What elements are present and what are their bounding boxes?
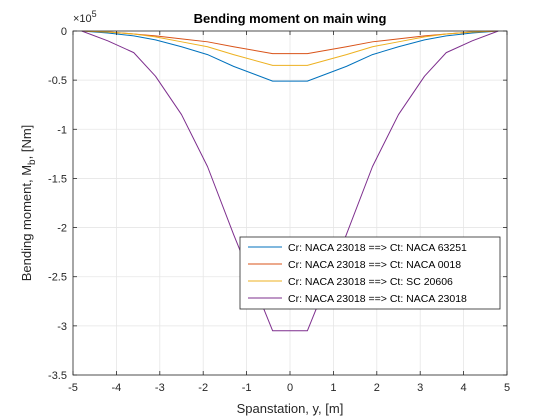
y-tick-label: -3 xyxy=(57,321,67,333)
series-line-1 xyxy=(81,30,499,82)
y-exponent-base: ×10 xyxy=(73,13,92,25)
y-tick-label: -0.5 xyxy=(48,75,67,87)
x-tick-label: 5 xyxy=(504,382,510,394)
y-exponent-power: 5 xyxy=(92,9,97,19)
y-axis-label-main: Bending moment, M xyxy=(19,165,34,281)
legend-label-1: Cr: NACA 23018 ==> Ct: NACA 63251 xyxy=(288,242,467,254)
legend-label-2: Cr: NACA 23018 ==> Ct: NACA 0018 xyxy=(288,259,461,271)
legend-label-4: Cr: NACA 23018 ==> Ct: NACA 23018 xyxy=(288,293,467,305)
x-axis-label: Spanstation, y, [m] xyxy=(237,401,344,416)
y-tick-label: -3.5 xyxy=(48,370,67,382)
y-axis-label: Bending moment, Mb, [Nm] xyxy=(19,125,38,282)
x-tick-label: -1 xyxy=(242,382,252,394)
x-tick-label: -2 xyxy=(198,382,208,394)
series-line-3 xyxy=(81,30,499,66)
series-lines xyxy=(81,30,499,332)
legend-box xyxy=(239,236,501,310)
y-tick-label: -2.5 xyxy=(48,272,67,284)
x-tick-label: -3 xyxy=(155,382,165,394)
y-tick-label: 0 xyxy=(61,26,67,38)
legend: Cr: NACA 23018 ==> Ct: NACA 63251 Cr: NAC… xyxy=(239,236,501,310)
series-line-4 xyxy=(81,30,499,332)
x-tick-label: 2 xyxy=(374,382,380,394)
chart-title: Bending moment on main wing xyxy=(194,11,387,26)
x-tick-label: 4 xyxy=(461,382,467,394)
y-exponent-label: ×105 xyxy=(73,9,97,25)
x-tick-label: 3 xyxy=(417,382,423,394)
x-tick-label: -4 xyxy=(112,382,122,394)
y-tick-label: -2 xyxy=(57,223,67,235)
y-tick-label: -1 xyxy=(57,124,67,136)
y-tick-label: -1.5 xyxy=(48,173,67,185)
axis-ticks: -5 -4 -3 -2 -1 0 1 2 3 4 5 0 -0.5 -1 -1.5 -2 -2.5 -3 -3.5 xyxy=(48,26,510,394)
x-tick-label: 1 xyxy=(330,382,336,394)
x-tick-label: -5 xyxy=(68,382,78,394)
y-axis-label-subscript: b xyxy=(27,159,38,165)
x-tick-label: 0 xyxy=(287,382,293,394)
y-axis-label-tail: , [Nm] xyxy=(19,125,34,160)
legend-label-3: Cr: NACA 23018 ==> Ct: SC 20606 xyxy=(288,276,453,288)
